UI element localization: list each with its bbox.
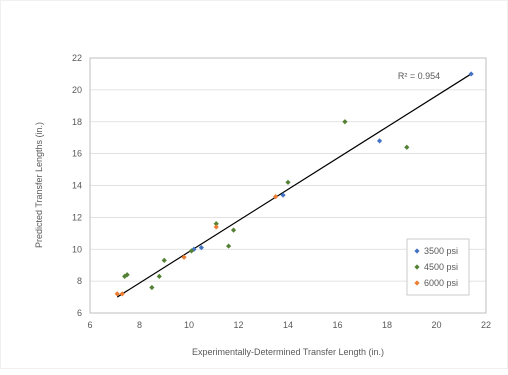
- data-point-series-0: [468, 71, 474, 77]
- grid-layer: [90, 89, 486, 282]
- x-tick-label: 10: [184, 320, 194, 330]
- data-point-series-1: [342, 119, 348, 125]
- x-tick-label: 20: [431, 320, 441, 330]
- data-point-series-0: [280, 192, 286, 198]
- data-point-series-2: [273, 194, 279, 200]
- data-point-series-1: [124, 272, 130, 278]
- legend-marker: [414, 264, 420, 270]
- x-tick-label: 18: [382, 320, 392, 330]
- y-axis-title: Predicted Transfer Lengths (in.): [34, 122, 44, 248]
- data-point-series-1: [213, 221, 219, 227]
- plot-area-border: [89, 57, 487, 314]
- legend-label: 3500 psi: [424, 246, 458, 256]
- x-tick-label: 8: [137, 320, 142, 330]
- legend-marker: [414, 248, 420, 254]
- x-axis-title: Experimentally-Determined Transfer Lengt…: [192, 347, 384, 357]
- x-tick-label: 14: [283, 320, 293, 330]
- data-point-series-1: [149, 284, 155, 291]
- data-points: [114, 71, 474, 297]
- y-tick-label: 10: [72, 244, 82, 254]
- x-tick-label: 16: [332, 320, 342, 330]
- data-point-series-1: [161, 257, 167, 264]
- data-point-series-0: [376, 138, 383, 144]
- legend: 3500 psi 4500 psi 6000 psi: [406, 238, 470, 296]
- y-tick-label: 6: [77, 308, 82, 318]
- data-point-series-2: [181, 254, 187, 260]
- y-tick-label: 12: [72, 212, 82, 222]
- tick-labels: 6 8 10 12 14 16 18 20 22 6 8 10 12 14 16 18 20 22: [72, 53, 491, 330]
- data-point-series-1: [226, 243, 232, 249]
- data-point-series-2: [213, 224, 219, 230]
- y-tick-label: 18: [72, 117, 82, 127]
- r-squared-annotation: R² = 0.954: [398, 71, 440, 81]
- x-tick-label: 12: [233, 320, 243, 330]
- data-point-series-1: [188, 248, 195, 254]
- y-tick-label: 16: [72, 149, 82, 159]
- x-tick-label: 6: [87, 320, 92, 330]
- data-point-series-2: [114, 291, 120, 297]
- trendline: [116, 73, 472, 298]
- x-tick-label: 22: [481, 320, 491, 330]
- legend-label: 6000 psi: [424, 278, 458, 288]
- y-tick-label: 22: [72, 53, 82, 63]
- data-point-series-1: [230, 227, 237, 233]
- data-point-series-1: [156, 273, 162, 279]
- data-point-series-1: [404, 144, 410, 150]
- legend-label: 4500 psi: [424, 262, 458, 272]
- data-point-series-2: [119, 291, 125, 297]
- legend-marker: [414, 280, 420, 286]
- data-point-series-1: [285, 179, 291, 185]
- y-tick-label: 14: [72, 181, 82, 191]
- y-tick-label: 20: [72, 85, 82, 95]
- y-tick-label: 8: [77, 276, 82, 286]
- data-point-series-0: [198, 245, 204, 251]
